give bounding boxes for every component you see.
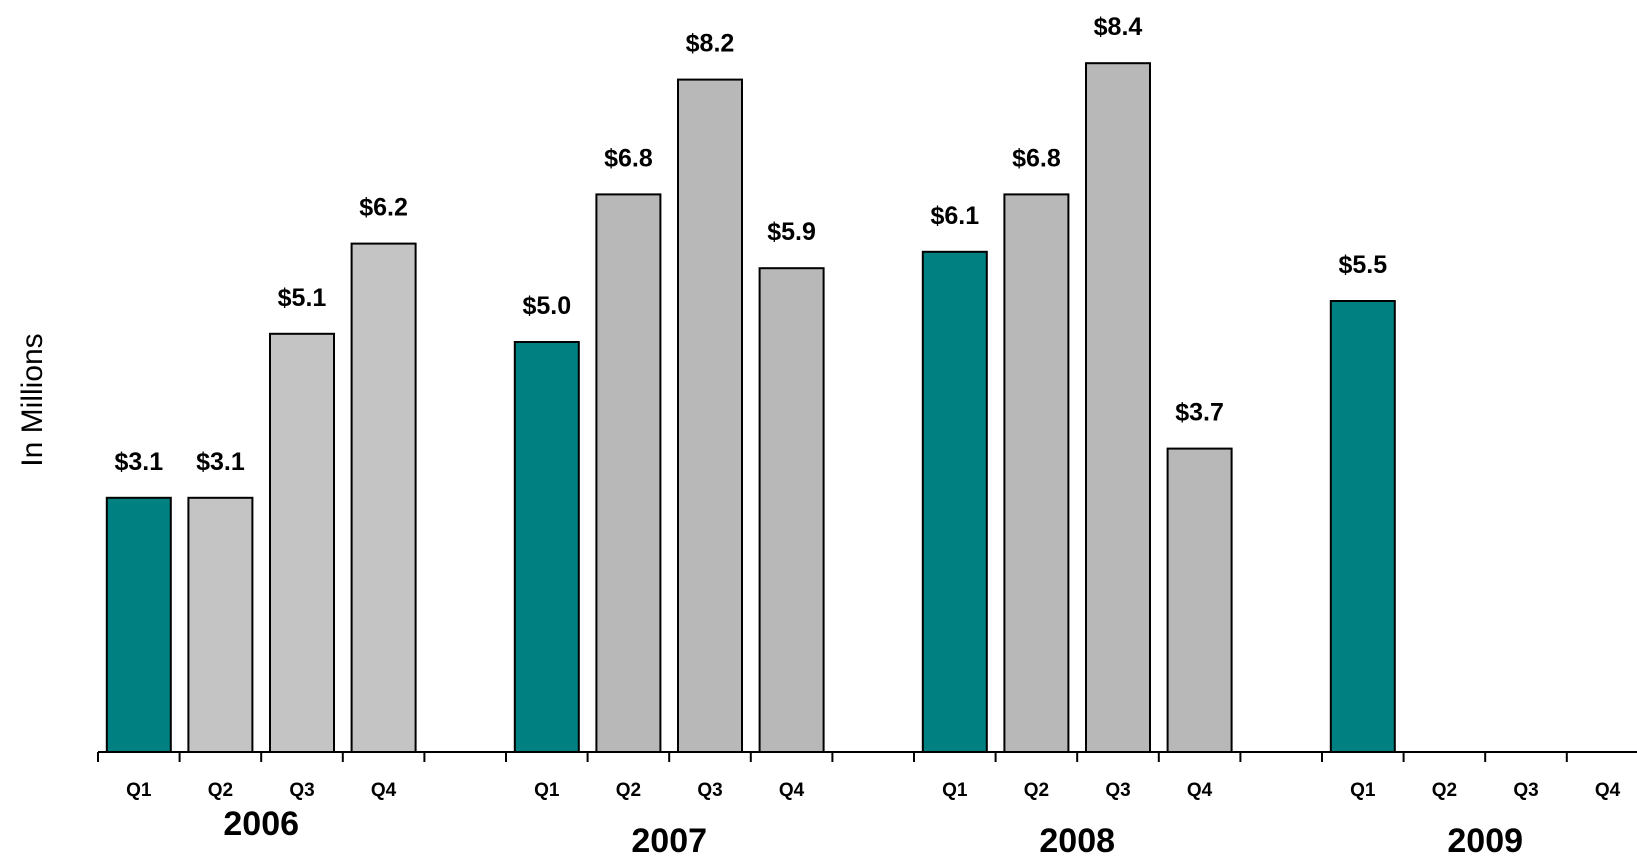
x-tick-label: Q4 <box>1595 780 1621 801</box>
data-label: $5.5 <box>1338 251 1387 279</box>
x-axis: Q1 Q2 Q3 Q4 2006 Q1 Q2 Q3 Q4 2007 Q1 Q2 Q3 Q4 2008 Q1 Q2… <box>97 751 1637 860</box>
x-tick-label: Q1 <box>126 780 152 801</box>
x-tick-label: Q3 <box>697 780 722 801</box>
data-label: $6.8 <box>1012 144 1061 172</box>
x-tick-label: Q4 <box>371 780 397 801</box>
data-label: $8.2 <box>686 30 735 58</box>
year-label-2007: 2007 <box>631 822 707 860</box>
x-tick-label: Q2 <box>208 780 233 801</box>
data-label: $3.1 <box>196 448 245 476</box>
bar-2006-q3 <box>269 332 335 753</box>
x-tick-label: Q4 <box>1187 780 1213 801</box>
data-label: $8.4 <box>1094 13 1143 41</box>
data-label: $3.7 <box>1175 399 1224 427</box>
x-tick-label: Q2 <box>1432 780 1457 801</box>
year-label-2009: 2009 <box>1447 822 1523 860</box>
bar-2006-q1 <box>105 496 172 753</box>
x-tick-label: Q1 <box>942 780 968 801</box>
data-label: $6.2 <box>359 194 408 222</box>
bar-2007-q4 <box>758 267 825 753</box>
year-label-2006: 2006 <box>223 805 299 843</box>
x-tick-label: Q3 <box>289 780 314 801</box>
data-label: $5.1 <box>278 284 327 312</box>
bar-2006-q4 <box>350 242 417 753</box>
bar-2007-q1 <box>513 341 580 753</box>
data-label: $6.8 <box>604 144 653 172</box>
bar-2008-q1 <box>921 250 988 754</box>
y-axis-label: In Millions <box>16 333 49 466</box>
bar-2006-q2 <box>187 496 254 753</box>
x-tick-label: Q1 <box>534 780 560 801</box>
x-tick-label: Q1 <box>1350 780 1376 801</box>
bar-2007-q3 <box>677 78 743 754</box>
year-label-2008: 2008 <box>1039 822 1115 860</box>
x-tick-label: Q2 <box>616 780 641 801</box>
bar-2007-q2 <box>595 193 662 753</box>
x-tick-label: Q2 <box>1024 780 1049 801</box>
bar-2008-q4 <box>1166 447 1233 753</box>
x-tick-label: Q3 <box>1105 780 1130 801</box>
data-label: $5.0 <box>522 292 571 320</box>
bar-2009-q1 <box>1329 300 1396 753</box>
x-tick-label: Q4 <box>779 780 805 801</box>
bar-2008-q2 <box>1003 193 1070 753</box>
value-labels-layer: $3.1 $3.1 $5.1 $6.2 $5.0 $6.8 $8.2 $5.9 $6.1 $6.8… <box>114 13 1387 476</box>
bars-layer <box>105 62 1396 754</box>
data-label: $6.1 <box>930 202 979 230</box>
x-tick-label: Q3 <box>1513 780 1538 801</box>
bar-2008-q3 <box>1085 62 1151 753</box>
data-label: $5.9 <box>767 218 816 246</box>
data-label: $3.1 <box>114 448 163 476</box>
